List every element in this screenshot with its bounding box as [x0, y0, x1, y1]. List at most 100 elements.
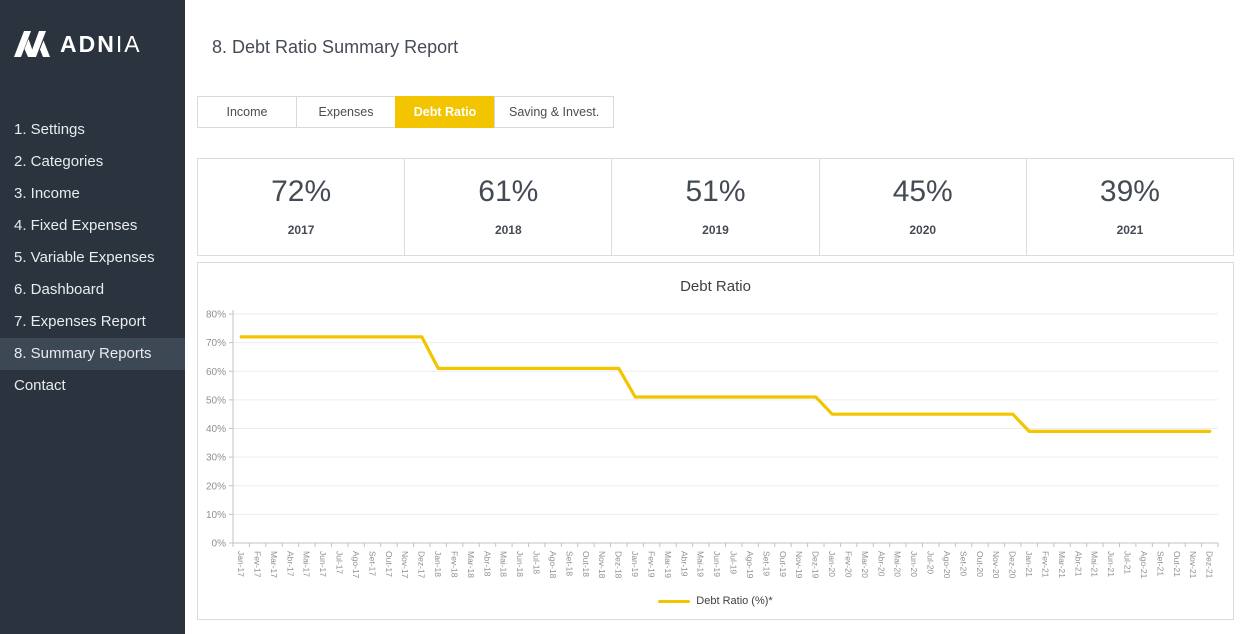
- svg-text:Jul-19: Jul-19: [729, 551, 739, 574]
- tab-income[interactable]: Income: [197, 96, 297, 128]
- svg-text:Mar-19: Mar-19: [663, 551, 673, 578]
- svg-text:Mai-20: Mai-20: [893, 551, 903, 577]
- svg-text:Mai-17: Mai-17: [302, 551, 312, 577]
- debt-ratio-line-chart: 0% 10% 20% 30% 40% 50% 60% 70% 80% Jan-17 Fev-17 Ma…: [206, 310, 1219, 579]
- svg-text:Jun-20: Jun-20: [909, 551, 919, 577]
- chart-legend: Debt Ratio (%)*: [198, 595, 1233, 607]
- sidebar-item-fixed-expenses[interactable]: 4. Fixed Expenses: [14, 217, 138, 234]
- svg-text:Abr-21: Abr-21: [1073, 551, 1083, 577]
- svg-text:Dez-19: Dez-19: [811, 551, 821, 579]
- legend-label: Debt Ratio (%)*: [696, 595, 773, 607]
- svg-text:Fev-20: Fev-20: [843, 551, 853, 578]
- svg-text:Set-21: Set-21: [1155, 551, 1165, 576]
- svg-text:60%: 60%: [206, 367, 226, 378]
- tab-expenses[interactable]: Expenses: [296, 96, 396, 128]
- svg-text:Jul-17: Jul-17: [335, 551, 345, 574]
- svg-text:Jun-19: Jun-19: [712, 551, 722, 577]
- svg-text:Set-20: Set-20: [958, 551, 968, 576]
- sidebar-item-categories[interactable]: 2. Categories: [14, 153, 104, 170]
- kpi-year: 2021: [1116, 223, 1144, 237]
- svg-text:Abr-18: Abr-18: [482, 551, 492, 577]
- svg-text:Out-20: Out-20: [975, 551, 985, 577]
- svg-text:Dez-21: Dez-21: [1205, 551, 1215, 579]
- svg-text:Jun-21: Jun-21: [1106, 551, 1116, 577]
- svg-text:70%: 70%: [206, 338, 226, 349]
- svg-text:Abr-19: Abr-19: [679, 551, 689, 577]
- kpi-year: 2018: [494, 223, 522, 237]
- svg-text:Jan-21: Jan-21: [1024, 551, 1034, 577]
- svg-text:Out-18: Out-18: [581, 551, 591, 577]
- kpi-year: 2019: [702, 223, 729, 237]
- svg-text:Mar-17: Mar-17: [269, 551, 279, 578]
- svg-text:30%: 30%: [206, 453, 226, 464]
- svg-text:Ago-21: Ago-21: [1139, 551, 1149, 579]
- kpi-card-2020: 45% 2020: [818, 158, 1027, 256]
- svg-text:Ago-20: Ago-20: [942, 551, 952, 579]
- sidebar-item-expenses-report[interactable]: 7. Expenses Report: [14, 313, 146, 330]
- svg-text:Fev-19: Fev-19: [646, 551, 656, 578]
- chart-plot-area: 0% 10% 20% 30% 40% 50% 60% 70% 80% Jan-17 Fev-17 Ma…: [198, 303, 1233, 595]
- svg-text:Jun-18: Jun-18: [515, 551, 525, 577]
- legend-line-swatch: [658, 599, 691, 603]
- svg-text:Jan-20: Jan-20: [827, 551, 837, 577]
- svg-text:Mai-19: Mai-19: [696, 551, 706, 577]
- kpi-value: 39%: [1099, 175, 1160, 208]
- svg-text:Dez-17: Dez-17: [417, 551, 427, 579]
- kpi-year: 2017: [287, 223, 315, 237]
- svg-text:Out-17: Out-17: [384, 551, 394, 577]
- svg-text:Jan-19: Jan-19: [630, 551, 640, 577]
- svg-text:Mar-18: Mar-18: [466, 551, 476, 578]
- svg-text:Nov-20: Nov-20: [991, 551, 1001, 579]
- svg-text:Set-17: Set-17: [367, 551, 377, 576]
- kpi-value: 72%: [271, 175, 332, 208]
- svg-text:Ago-18: Ago-18: [548, 551, 558, 579]
- svg-text:Jan-18: Jan-18: [433, 551, 443, 577]
- kpi-value: 51%: [685, 175, 746, 208]
- svg-text:Dez-20: Dez-20: [1008, 551, 1018, 579]
- svg-text:50%: 50%: [206, 395, 226, 406]
- svg-text:Set-18: Set-18: [564, 551, 574, 576]
- svg-text:Jan-17: Jan-17: [236, 551, 246, 577]
- kpi-year: 2020: [909, 223, 937, 237]
- tab-debt-ratio[interactable]: Debt Ratio: [395, 96, 495, 128]
- page-title: 8. Debt Ratio Summary Report: [212, 37, 459, 57]
- kpi-value: 45%: [892, 175, 953, 208]
- svg-text:Jul-20: Jul-20: [926, 551, 936, 574]
- svg-text:Jul-21: Jul-21: [1123, 551, 1133, 574]
- kpi-value: 61%: [478, 175, 539, 208]
- sidebar: ADNIA 1. Settings 2. Categories 3. Incom…: [0, 0, 185, 634]
- sidebar-item-summary-reports[interactable]: 8. Summary Reports: [0, 338, 185, 370]
- sidebar-item-dashboard[interactable]: 6. Dashboard: [14, 281, 105, 298]
- svg-text:10%: 10%: [206, 510, 226, 521]
- kpi-card-2018: 61% 2018: [404, 158, 613, 256]
- sidebar-item-settings[interactable]: 1. Settings: [14, 121, 85, 138]
- svg-text:Fev-21: Fev-21: [1040, 551, 1050, 578]
- svg-text:20%: 20%: [206, 481, 226, 492]
- svg-text:Mar-21: Mar-21: [1057, 551, 1067, 578]
- debt-ratio-chart-card: Debt Ratio 0% 10% 20% 30% 40% 50% 60% 70% 80% Jan…: [197, 262, 1234, 620]
- tab-saving-invest[interactable]: Saving & Invest.: [494, 96, 615, 128]
- chart-title: Debt Ratio: [680, 278, 751, 295]
- report-tabs: Income Expenses Debt Ratio Saving & Inve…: [197, 96, 615, 128]
- svg-text:Ago-19: Ago-19: [745, 551, 755, 579]
- svg-text:Out-19: Out-19: [778, 551, 788, 577]
- logo-text: ADNIA: [60, 30, 142, 57]
- svg-text:Nov-18: Nov-18: [597, 551, 607, 579]
- svg-text:Ago-17: Ago-17: [351, 551, 361, 579]
- sidebar-item-income[interactable]: 3. Income: [14, 185, 80, 202]
- svg-text:0%: 0%: [212, 539, 227, 550]
- svg-text:Dez-18: Dez-18: [614, 551, 624, 579]
- sidebar-item-contact[interactable]: Contact: [14, 377, 66, 394]
- svg-text:Fev-18: Fev-18: [449, 551, 459, 578]
- sidebar-item-variable-expenses[interactable]: 5. Variable Expenses: [14, 249, 155, 266]
- sidebar-menu: 1. Settings 2. Categories 3. Income 4. F…: [0, 114, 185, 402]
- kpi-row: 72% 2017 61% 2018 51% 2019 45% 2020 39% …: [197, 158, 1235, 256]
- logo: ADNIA: [0, 0, 185, 58]
- svg-text:Fev-17: Fev-17: [252, 551, 262, 578]
- svg-text:Mai-21: Mai-21: [1090, 551, 1100, 577]
- svg-text:Jun-17: Jun-17: [318, 551, 328, 577]
- svg-text:Jul-18: Jul-18: [532, 551, 542, 574]
- adnia-logo-icon: [14, 31, 50, 57]
- svg-text:Abr-17: Abr-17: [285, 551, 295, 577]
